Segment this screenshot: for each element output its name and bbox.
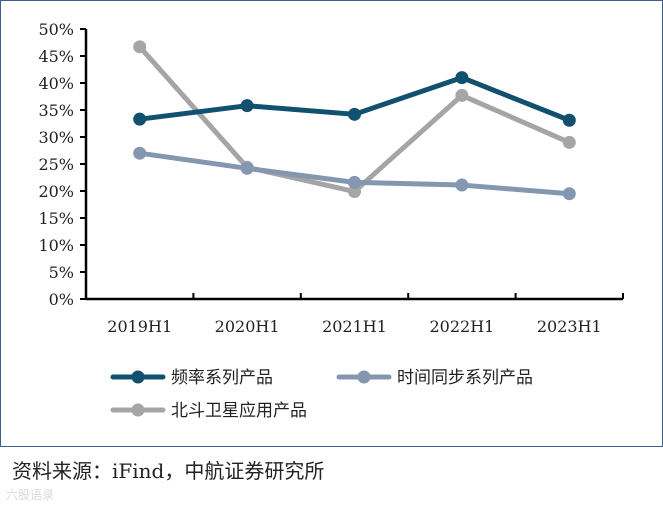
data-point <box>562 187 576 201</box>
legend-swatch-marker <box>357 370 371 384</box>
chart-axes: 0% 5% 10% 15% 20% 25% 30% 35% 40% 45% 50% 2019H1 202… <box>38 20 624 336</box>
line-chart: 0% 5% 10% 15% 20% 25% 30% 35% 40% 45% 50% 2019H1 202… <box>38 20 624 421</box>
data-point <box>348 107 361 121</box>
y-tick-label: 20% <box>38 182 74 201</box>
y-tick-label: 10% <box>38 236 74 255</box>
source-note: 资料来源：iFind，中航证券研究所 <box>12 459 325 483</box>
x-tick-label: 2019H1 <box>107 317 172 336</box>
y-tick-label: 45% <box>38 47 74 66</box>
x-tick-label: 2023H1 <box>537 317 602 336</box>
legend-swatch-marker <box>131 370 145 384</box>
data-point <box>348 175 361 189</box>
y-tick-label: 35% <box>38 101 74 120</box>
watermark: 六股语录 <box>6 488 55 502</box>
x-tick-label: 2020H1 <box>215 317 280 336</box>
y-tick-label: 0% <box>49 290 74 309</box>
y-tick-label: 40% <box>38 74 74 93</box>
legend-label: 频率系列产品 <box>171 368 273 388</box>
data-point <box>240 99 254 113</box>
legend-label: 时间同步系列产品 <box>397 368 533 388</box>
data-point <box>348 185 361 199</box>
x-tick-label: 2022H1 <box>429 317 494 336</box>
legend-swatch-marker <box>131 403 145 417</box>
data-point <box>133 40 147 54</box>
y-tick-label: 5% <box>49 263 74 282</box>
data-point <box>133 112 147 126</box>
legend-label: 北斗卫星应用产品 <box>171 401 307 421</box>
data-point <box>133 146 147 160</box>
data-point <box>455 178 469 192</box>
chart-frame: 0% 5% 10% 15% 20% 25% 30% 35% 40% 45% 50% 2019H1 202… <box>0 0 663 447</box>
data-point <box>455 71 469 85</box>
data-point <box>240 161 254 175</box>
y-tick-label: 30% <box>38 128 74 147</box>
data-point <box>455 88 469 102</box>
series-layer <box>133 40 576 201</box>
data-point <box>562 135 576 149</box>
y-tick-label: 25% <box>38 155 74 174</box>
y-tick-label: 50% <box>38 20 74 39</box>
y-tick-label: 15% <box>38 209 74 228</box>
data-point <box>562 113 576 127</box>
x-tick-label: 2021H1 <box>322 317 387 336</box>
